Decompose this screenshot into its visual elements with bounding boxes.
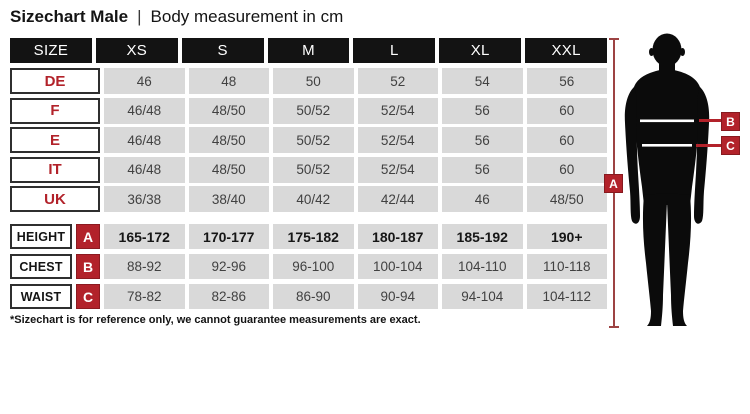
table-cell: 104-112 [526,284,607,309]
marker-a-table-badge: A [76,224,100,249]
table-cell: 56 [442,127,523,153]
row-label-waist: WAIST [10,284,72,309]
table-row-it: IT 46/48 48/50 50/52 52/54 56 60 [10,156,607,183]
table-cell: 92-96 [188,254,269,279]
table-cell: 50/52 [273,97,354,124]
row-label-de: DE [10,68,100,94]
table-cell: 56 [526,68,607,94]
table-cell: 78-82 [104,284,185,309]
table-cell: 100-104 [357,254,438,279]
table-cell: 185-192 [442,224,523,249]
table-cell: 48/50 [188,127,269,153]
table-header-row: SIZE XS S M L XL XXL [10,38,608,63]
table-cell: 52 [357,68,438,94]
marker-c-table-badge: C [76,284,100,309]
table-cell: 175-182 [273,224,354,249]
size-table: SIZE XS S M L XL XXL DE 46 48 50 52 54 5… [10,38,608,314]
table-cell: 48/50 [188,156,269,183]
marker-b: B [721,112,740,131]
table-cell: 48 [188,68,269,94]
table-row-e: E 46/48 48/50 50/52 52/54 56 60 [10,127,607,153]
header-cell-s: S [181,38,264,63]
table-cell: 48/50 [188,97,269,124]
header-cell-m: M [267,38,350,63]
header-cell-xs: XS [95,38,178,63]
table-cell: 56 [442,156,523,183]
table-cell: 165-172 [104,224,185,249]
table-cell: 180-187 [357,224,438,249]
table-cell: 88-92 [104,254,185,279]
marker-b-table-badge: B [76,254,100,279]
table-row-chest: CHEST B 88-92 92-96 96-100 100-104 104-1… [10,254,607,279]
table-cell: 50/52 [273,156,354,183]
header-cell-l: L [353,38,436,63]
table-row-waist: WAIST C 78-82 82-86 86-90 90-94 94-104 1… [10,284,607,309]
table-cell: 96-100 [273,254,354,279]
table-cell: 54 [442,68,523,94]
height-measure-tick-top [609,38,619,40]
table-row-height: HEIGHT A 165-172 170-177 175-182 180-187… [10,224,607,249]
waist-measure-connector [696,144,722,147]
chest-line-on-figure [640,119,694,123]
footnote: *Sizechart is for reference only, we can… [10,314,421,326]
marker-c: C [721,136,740,155]
row-label-e: E [10,127,100,153]
table-cell: 50 [273,68,354,94]
waist-line-on-figure [642,144,692,147]
table-cell: 42/44 [357,186,438,212]
table-cell: 46 [442,186,523,212]
table-cell: 52/54 [357,156,438,183]
table-cell: 190+ [526,224,607,249]
table-cell: 86-90 [273,284,354,309]
row-label-height: HEIGHT [10,224,72,249]
table-cell: 46/48 [104,127,185,153]
table-cell: 36/38 [104,186,185,212]
row-label-uk: UK [10,186,100,212]
table-cell: 38/40 [188,186,269,212]
page-title: Sizechart Male | Body measurement in cm [10,7,343,27]
marker-a: A [604,174,623,193]
table-row-de: DE 46 48 50 52 54 56 [10,68,607,94]
table-cell: 94-104 [442,284,523,309]
table-cell: 50/52 [273,127,354,153]
table-cell: 46 [104,68,185,94]
table-cell: 46/48 [104,97,185,124]
table-row-f: F 46/48 48/50 50/52 52/54 56 60 [10,97,607,124]
table-cell: 46/48 [104,156,185,183]
table-cell: 170-177 [188,224,269,249]
title-separator: | [137,7,142,26]
header-cell-xl: XL [439,38,522,63]
chest-measure-connector [699,119,722,122]
title-subtitle: Body measurement in cm [150,7,344,26]
header-cell-size: SIZE [10,38,92,63]
row-label-it: IT [10,156,100,183]
table-row-uk: UK 36/38 38/40 40/42 42/44 46 48/50 [10,186,607,212]
title-main: Sizechart Male [10,7,129,26]
table-cell: 60 [526,127,607,153]
table-cell: 40/42 [273,186,354,212]
table-cell: 60 [526,156,607,183]
height-measure-tick-bottom [609,326,619,328]
table-cell: 104-110 [442,254,523,279]
row-label-f: F [10,97,100,124]
table-cell: 52/54 [357,97,438,124]
table-cell: 90-94 [357,284,438,309]
table-cell: 52/54 [357,127,438,153]
table-cell: 110-118 [526,254,607,279]
table-cell: 60 [526,97,607,124]
header-cell-xxl: XXL [525,38,608,63]
table-cell: 82-86 [188,284,269,309]
row-label-chest: CHEST [10,254,72,279]
table-cell: 48/50 [526,186,607,212]
male-silhouette-icon [624,33,710,326]
table-cell: 56 [442,97,523,124]
